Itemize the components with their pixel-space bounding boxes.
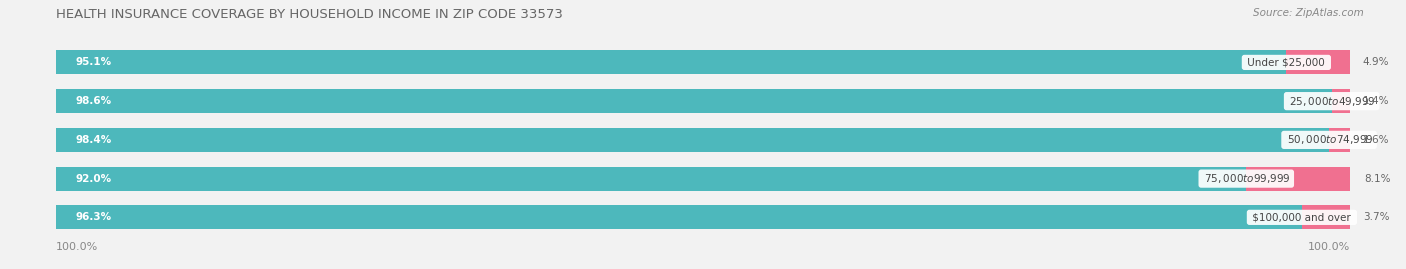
Bar [1246,167,1351,191]
Bar [56,167,1246,191]
Text: 100.0%: 100.0% [56,242,98,252]
Text: 98.6%: 98.6% [76,96,111,106]
Bar [56,128,1350,152]
Text: $50,000 to $74,999: $50,000 to $74,999 [1284,133,1374,146]
Text: Under $25,000: Under $25,000 [1244,57,1329,68]
Bar [56,205,1302,229]
Bar [1331,89,1350,113]
Bar [56,205,1350,229]
Bar [1329,128,1350,152]
Bar [56,89,1331,113]
Bar [1286,50,1350,75]
Bar [56,128,1329,152]
Text: 8.1%: 8.1% [1364,174,1391,184]
Text: $75,000 to $99,999: $75,000 to $99,999 [1201,172,1292,185]
Text: 95.1%: 95.1% [76,57,111,68]
Text: 4.9%: 4.9% [1362,57,1389,68]
Text: 92.0%: 92.0% [76,174,111,184]
Bar [56,89,1350,113]
Text: Source: ZipAtlas.com: Source: ZipAtlas.com [1253,8,1364,18]
Text: $25,000 to $49,999: $25,000 to $49,999 [1286,95,1376,108]
Text: 100.0%: 100.0% [1308,242,1350,252]
Text: 96.3%: 96.3% [76,212,111,222]
Text: 98.4%: 98.4% [76,135,112,145]
Text: 3.7%: 3.7% [1362,212,1389,222]
Bar [56,50,1350,75]
Bar [56,167,1350,191]
Bar [56,50,1286,75]
Bar [1302,205,1350,229]
Text: $100,000 and over: $100,000 and over [1250,212,1354,222]
Text: HEALTH INSURANCE COVERAGE BY HOUSEHOLD INCOME IN ZIP CODE 33573: HEALTH INSURANCE COVERAGE BY HOUSEHOLD I… [56,8,564,21]
Text: 1.6%: 1.6% [1362,135,1389,145]
Text: 1.4%: 1.4% [1362,96,1389,106]
